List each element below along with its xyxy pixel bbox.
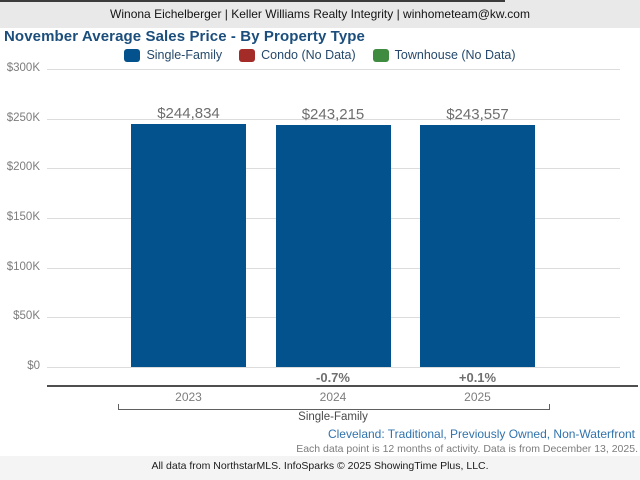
legend-swatch-icon [124, 48, 141, 62]
y-axis-tick-label: $200K [6, 161, 40, 173]
chart-title: November Average Sales Price - By Proper… [4, 28, 365, 45]
legend-item-single-family[interactable]: Single-Family [124, 48, 222, 62]
bar-2025[interactable] [420, 125, 535, 367]
gridline [47, 367, 620, 368]
x-axis-tick-label: 2023 [175, 390, 202, 404]
y-axis-tick-label: $0 [27, 360, 40, 372]
agent-header-bar: Winona Eichelberger | Keller Williams Re… [0, 0, 640, 28]
legend-swatch-icon [372, 48, 389, 62]
y-axis-tick-label: $50K [13, 310, 40, 322]
bar-value-label: $243,215 [301, 106, 365, 124]
gridline [47, 119, 620, 120]
category-group-label: Single-Family [298, 411, 368, 423]
legend-item-condo-no-data[interactable]: Condo (No Data) [239, 48, 356, 62]
attribution-bar: All data from NorthstarMLS. InfoSparks ©… [0, 456, 640, 480]
category-bracket [118, 404, 550, 410]
bar-change-label: +0.1% [458, 370, 497, 385]
legend-item-townhouse-no-data[interactable]: Townhouse (No Data) [372, 48, 516, 62]
legend: Single-Family Condo (No Data) Townhouse (N… [0, 47, 640, 63]
gridline [47, 69, 620, 70]
bar-change-label: -0.7% [316, 370, 350, 385]
y-axis-tick-label: $100K [6, 261, 40, 273]
legend-item-label: Single-Family [146, 48, 223, 62]
attribution-text: All data from NorthstarMLS. InfoSparks ©… [151, 460, 489, 472]
y-axis-tick-label: $250K [6, 112, 40, 124]
search-filters-text: Cleveland: Traditional, Previously Owned… [327, 427, 635, 441]
agent-header-text: Winona Eichelberger | Keller Williams Re… [110, 7, 530, 21]
x-axis-tick-label: 2024 [319, 390, 347, 404]
top-border [0, 0, 505, 2]
legend-item-label: Condo (No Data) [261, 48, 356, 62]
y-axis-tick-label: $150K [6, 211, 40, 223]
bar-2023[interactable] [131, 123, 246, 367]
x-axis-tick-label: 2025 [464, 390, 491, 404]
data-freshness-note: Each data point is 12 months of activity… [296, 443, 638, 455]
legend-item-label: Townhouse (No Data) [394, 48, 516, 62]
x-axis-line [47, 385, 638, 387]
legend-swatch-icon [239, 48, 256, 62]
y-axis-tick-label: $300K [6, 62, 40, 74]
bar-value-label: $244,834 [157, 104, 220, 122]
bar-value-label: $243,557 [446, 106, 509, 124]
bar-2024[interactable] [275, 125, 391, 367]
